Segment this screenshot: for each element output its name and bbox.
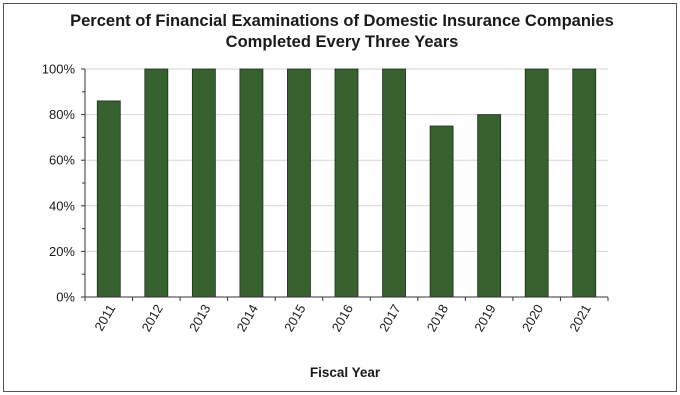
bars [96, 68, 597, 298]
x-tick-label-2011: 2011 [91, 302, 118, 334]
x-tick-label-2014: 2014 [234, 302, 261, 335]
x-tick-label-2013: 2013 [186, 302, 213, 335]
axes [81, 68, 609, 301]
x-tick-label-2012: 2012 [138, 302, 165, 335]
x-axis-label: Fiscal Year [310, 365, 381, 380]
x-tick-label-2015: 2015 [281, 302, 308, 335]
bar-2013 [191, 68, 216, 298]
chart-title-line-1: Percent of Financial Examinations of Dom… [70, 12, 614, 30]
chart-title-line-2: Completed Every Three Years [226, 33, 459, 51]
y-tick-label: 100% [42, 62, 76, 77]
bar-2011 [96, 100, 121, 298]
bar-2012 [144, 68, 169, 298]
bar-2016 [334, 68, 359, 298]
x-tick-label-2016: 2016 [329, 302, 356, 335]
y-tick-label: 80% [49, 107, 75, 122]
y-tick-label: 40% [49, 198, 75, 213]
x-tick-label-2018: 2018 [424, 302, 451, 335]
bar-2021 [572, 68, 597, 298]
x-tick-label-2021: 2021 [566, 302, 593, 335]
x-tick-label-2019: 2019 [471, 302, 498, 335]
y-tick-label: 20% [49, 244, 75, 259]
bar-2019 [477, 114, 502, 298]
bar-2017 [382, 68, 406, 298]
y-tick-labels: 0% 20% 40% 60% 80% 100% [42, 62, 76, 305]
x-tick-label-2017: 2017 [376, 302, 403, 335]
bar-2015 [287, 68, 311, 298]
bar-2020 [524, 68, 549, 298]
bar-2018 [429, 125, 454, 298]
x-tick-labels: 2011 2012 2013 2014 2015 2016 2017 2018 2019 2020… [91, 302, 593, 335]
y-tick-label: 0% [56, 290, 75, 305]
x-tick-label-2020: 2020 [519, 302, 546, 335]
bar-2014 [239, 68, 264, 298]
y-tick-label: 60% [49, 153, 75, 168]
